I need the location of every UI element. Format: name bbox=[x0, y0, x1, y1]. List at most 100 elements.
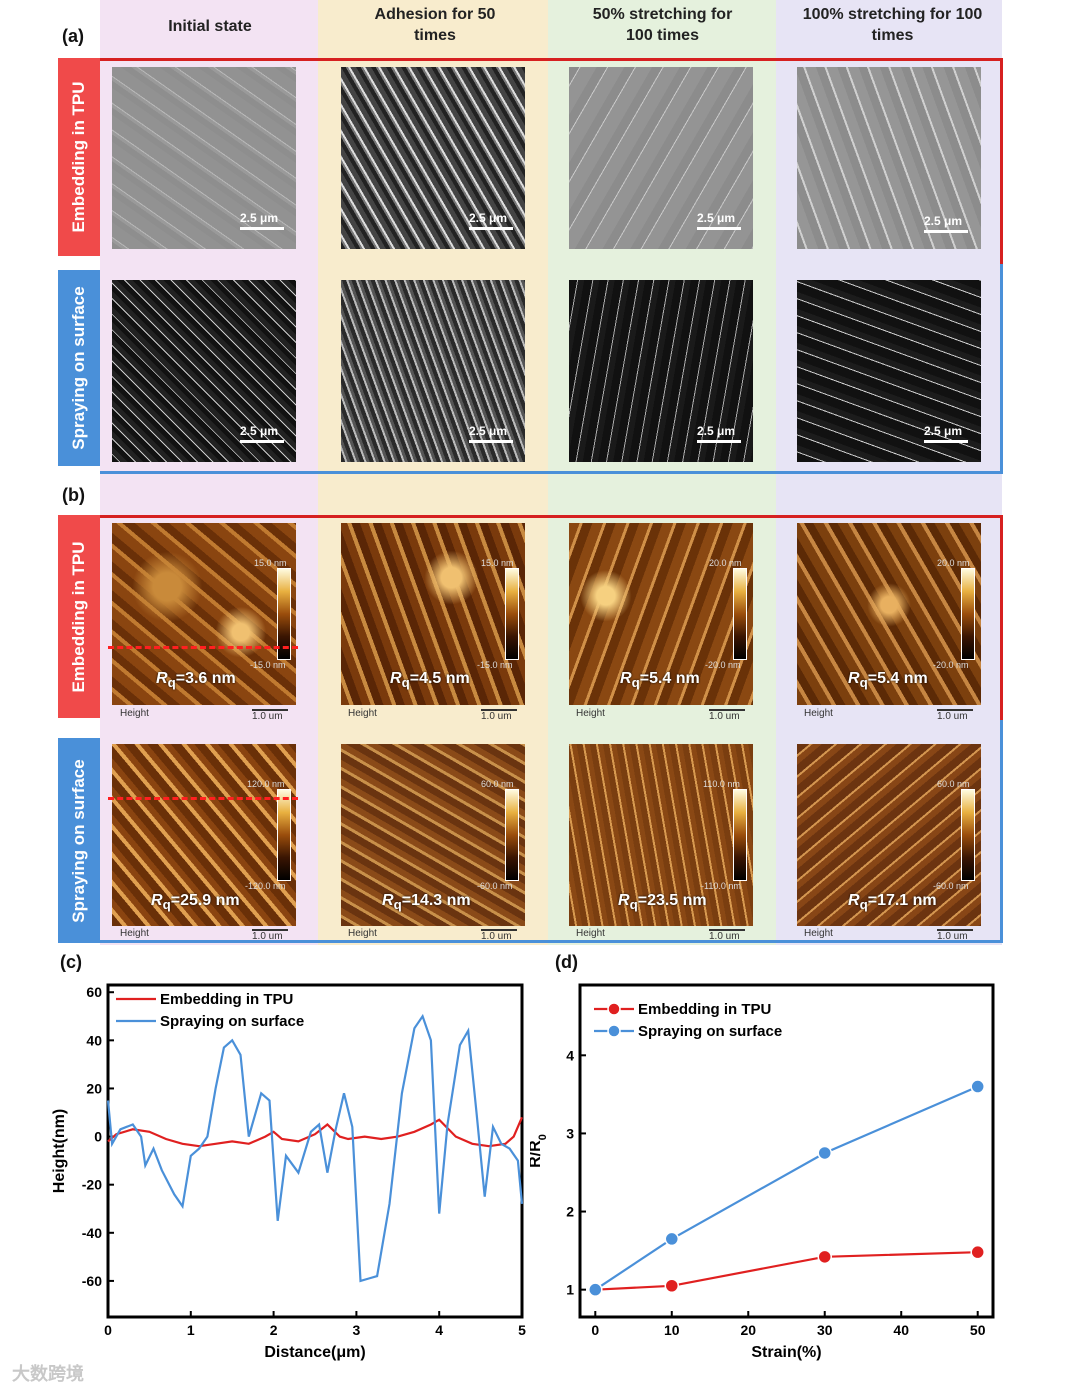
plot-frame bbox=[106, 983, 524, 1319]
afm-colorbar-max: 110.0 nm bbox=[703, 779, 740, 789]
sem-image-spraying-100-stretch bbox=[797, 280, 981, 462]
frame-spraying-afm bbox=[100, 720, 1003, 943]
column-title-adhesion: Adhesion for 50 times bbox=[374, 6, 496, 44]
rq-value: Rq=4.5 nm bbox=[390, 670, 470, 691]
afm-colorbar bbox=[277, 568, 291, 660]
sem-scale-label: 2.5 μm bbox=[469, 424, 508, 438]
afm-colorbar-min: -60.0 nm bbox=[477, 881, 513, 891]
afm-scale-label: 1.0 um bbox=[937, 709, 973, 722]
afm-scale-label: 1.0 um bbox=[937, 929, 973, 942]
row-tab-label: Embedding in TPU bbox=[69, 81, 88, 233]
afm-height-label: Height bbox=[348, 708, 377, 719]
sem-image-spraying-50-stretch bbox=[569, 280, 753, 462]
y-tick-label: 20 bbox=[86, 1080, 102, 1096]
sem-image-embedding-100-stretch bbox=[797, 67, 981, 249]
afm-colorbar-min: -20.0 nm bbox=[933, 660, 969, 670]
afm-colorbar-min: -15.0 nm bbox=[477, 660, 513, 670]
afm-colorbar bbox=[733, 789, 747, 881]
legend-marker bbox=[607, 1024, 621, 1038]
rq-number: 25.9 nm bbox=[180, 892, 240, 909]
afm-scale-label: 1.0 um bbox=[709, 709, 745, 722]
row-tab-label: Spraying on surface bbox=[69, 758, 88, 923]
x-tick-label: 40 bbox=[893, 1322, 909, 1338]
x-axis-label: Strain(%) bbox=[751, 1344, 821, 1361]
sem-scale-bar: 2.5 μm bbox=[469, 211, 513, 230]
x-tick-label: 1 bbox=[187, 1322, 195, 1338]
rq-value: Rq=5.4 nm bbox=[848, 670, 928, 691]
afm-colorbar-max: 60.0 nm bbox=[937, 779, 970, 789]
panel-label-b: (b) bbox=[62, 485, 85, 505]
y-tick-label: 3 bbox=[566, 1125, 574, 1141]
y-tick-label: 1 bbox=[566, 1282, 574, 1298]
afm-image-embedding-initial bbox=[112, 523, 296, 705]
data-point bbox=[817, 1249, 832, 1265]
afm-image-embedding-50-stretch bbox=[569, 523, 753, 705]
afm-height-label: Height bbox=[348, 928, 377, 939]
sem-image-embedding-adhesion bbox=[341, 67, 525, 249]
sem-image-embedding-50-stretch bbox=[569, 67, 753, 249]
afm-height-label: Height bbox=[804, 708, 833, 719]
legend-label: Embedding in TPU bbox=[160, 991, 293, 1008]
afm-colorbar-max: 120.0 nm bbox=[247, 779, 285, 789]
y-axis-label-subscript: 0 bbox=[537, 1134, 549, 1140]
resistance-strain-chart: 0 10 20 30 40 50 1 2 3 4 Strain(%) R/R0 Embedding in… bbox=[530, 983, 995, 1361]
y-axis-label: R/R0 bbox=[530, 1134, 549, 1168]
sem-scale-bar: 2.5 μm bbox=[697, 424, 741, 443]
afm-height-label: Height bbox=[804, 928, 833, 939]
afm-colorbar-min: -120.0 nm bbox=[245, 881, 286, 891]
column-title-initial-state: Initial state bbox=[168, 18, 252, 35]
series-line bbox=[107, 1116, 524, 1148]
y-tick-label: 60 bbox=[86, 984, 102, 1000]
rq-value: Rq=17.1 nm bbox=[848, 892, 937, 913]
legend-label: Spraying on surface bbox=[638, 1023, 782, 1040]
data-point bbox=[588, 1282, 603, 1297]
legend-label: Spraying on surface bbox=[160, 1013, 304, 1030]
sem-scale-label: 2.5 μm bbox=[469, 211, 508, 225]
afm-image-spraying-100-stretch bbox=[797, 744, 981, 926]
y-tick-label: -40 bbox=[82, 1225, 102, 1241]
x-tick-label: 2 bbox=[270, 1322, 278, 1338]
sem-scale-label: 2.5 μm bbox=[924, 424, 963, 438]
y-tick-label: 2 bbox=[566, 1204, 574, 1220]
afm-image-embedding-100-stretch bbox=[797, 523, 981, 705]
x-tick-label: 0 bbox=[104, 1322, 112, 1338]
afm-height-label: Height bbox=[120, 928, 149, 939]
afm-image-spraying-50-stretch bbox=[569, 744, 753, 926]
afm-colorbar bbox=[961, 568, 975, 660]
afm-colorbar-max: 15.0 nm bbox=[254, 558, 287, 568]
afm-colorbar-min: -20.0 nm bbox=[705, 660, 741, 670]
row-tab-spraying-a: Spraying on surface bbox=[58, 270, 100, 466]
rq-number: 5.4 nm bbox=[877, 670, 928, 687]
panel-label-d: (d) bbox=[555, 952, 578, 972]
data-point bbox=[970, 1079, 985, 1094]
frame-embedding-sem bbox=[100, 58, 1003, 264]
afm-image-spraying-adhesion bbox=[341, 744, 525, 926]
afm-colorbar bbox=[733, 568, 747, 660]
series-line bbox=[106, 1013, 524, 1283]
sem-scale-label: 2.5 μm bbox=[240, 211, 279, 225]
column-title-50-stretching: 50% stretching for 100 times bbox=[592, 6, 733, 44]
rq-number: 14.3 nm bbox=[411, 892, 471, 909]
row-tab-embedding-a: Embedding in TPU bbox=[58, 58, 100, 256]
panel-label-a: (a) bbox=[62, 26, 84, 46]
y-tick-label: 4 bbox=[566, 1047, 574, 1063]
legend-marker bbox=[607, 1002, 621, 1016]
sem-scale-bar: 2.5 μm bbox=[924, 214, 968, 233]
afm-height-label: Height bbox=[120, 708, 149, 719]
afm-height-label: Height bbox=[576, 708, 605, 719]
profile-line-embedding bbox=[108, 646, 298, 649]
afm-colorbar-min: -60.0 nm bbox=[933, 881, 969, 891]
x-tick-label: 4 bbox=[435, 1322, 443, 1338]
sem-scale-label: 2.5 μm bbox=[240, 424, 279, 438]
afm-colorbar-max: 20.0 nm bbox=[709, 558, 742, 568]
x-tick-label: 10 bbox=[664, 1322, 680, 1338]
rq-number: 17.1 nm bbox=[877, 892, 937, 909]
x-tick-label: 50 bbox=[970, 1322, 986, 1338]
y-tick-label: 0 bbox=[94, 1129, 102, 1145]
sem-scale-label: 2.5 μm bbox=[697, 211, 736, 225]
y-tick-label: -60 bbox=[82, 1273, 102, 1289]
afm-image-spraying-initial bbox=[112, 744, 296, 926]
sem-image-spraying-adhesion bbox=[341, 280, 525, 462]
x-axis-label: Distance(μm) bbox=[264, 1344, 365, 1361]
afm-colorbar-min: -15.0 nm bbox=[250, 660, 286, 670]
